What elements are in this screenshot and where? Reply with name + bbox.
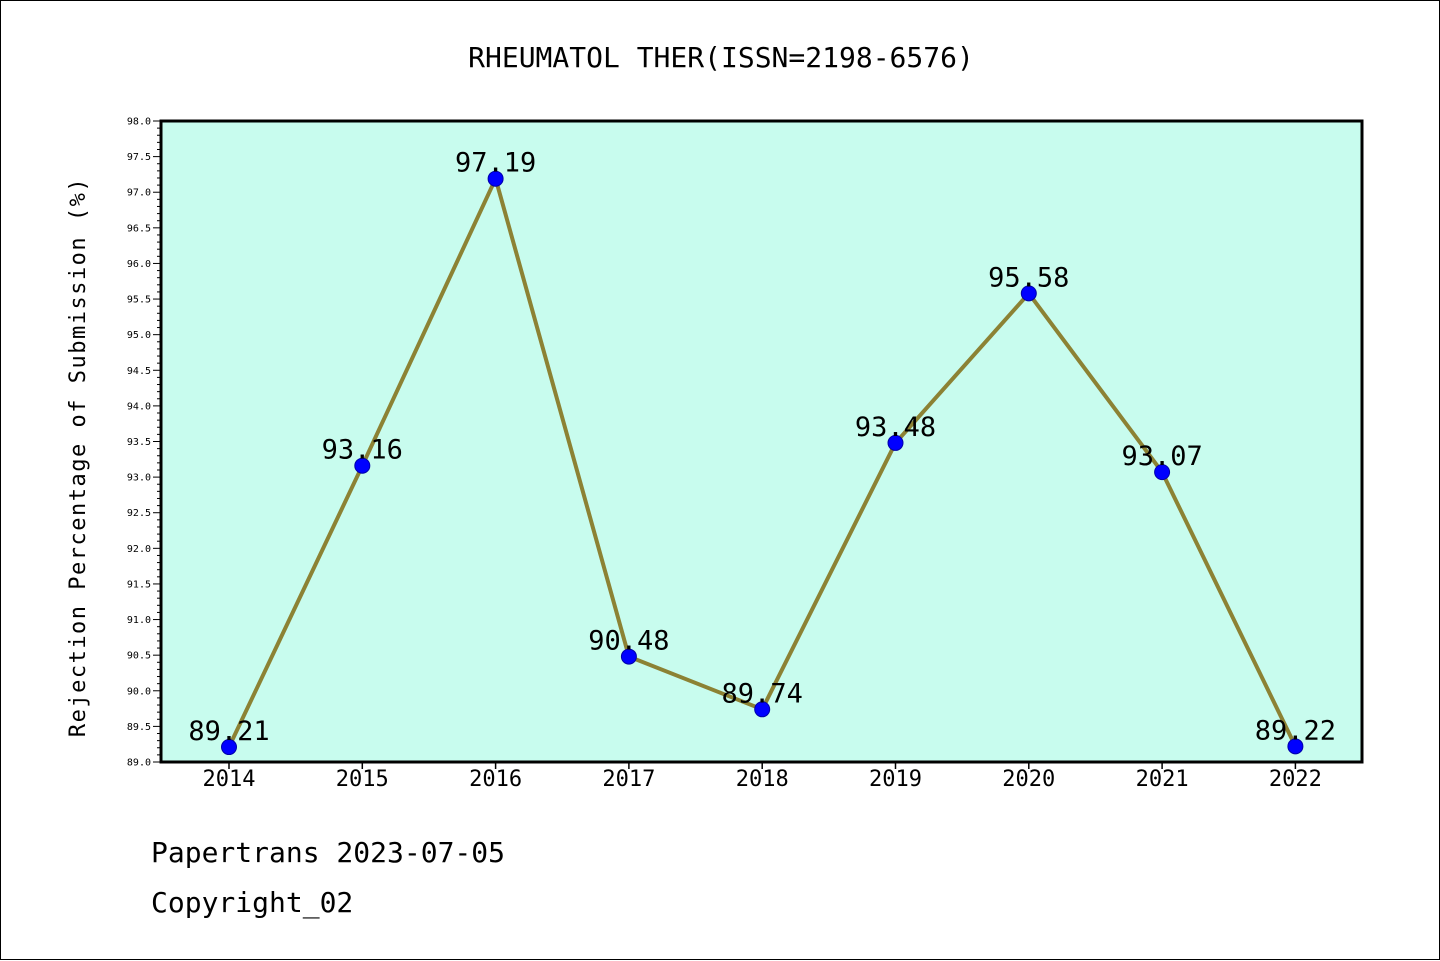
data-label: 93.16: [322, 435, 403, 466]
y-tick-label: 90.0: [127, 686, 151, 697]
x-tick-label: 2021: [1136, 767, 1189, 792]
data-label: 97.19: [455, 148, 536, 179]
x-tick-label: 2015: [336, 767, 389, 792]
data-label: 95.58: [988, 262, 1069, 293]
y-tick-label: 95.5: [127, 295, 151, 306]
x-tick-label: 2020: [1002, 767, 1055, 792]
data-point: [1287, 738, 1304, 755]
y-tick-label: 90.5: [127, 651, 151, 662]
y-tick-label: 92.5: [127, 508, 151, 519]
data-point: [487, 170, 504, 187]
x-tick-label: 2014: [203, 767, 256, 792]
footer-date: Papertrans 2023-07-05: [151, 836, 506, 869]
data-point: [221, 739, 237, 756]
y-tick-label: 98.0: [127, 117, 151, 128]
y-tick-label: 97.0: [127, 188, 151, 199]
x-tick-label: 2016: [469, 767, 522, 792]
chart-title: RHEUMATOL THER(ISSN=2198-6576): [468, 41, 974, 74]
data-label: 93.07: [1121, 441, 1202, 472]
data-labels: 89.21 93.16 97.19 90.48 89.74 93.48 95.58 93.07…: [188, 148, 1336, 747]
y-tick-label: 94.5: [127, 366, 151, 377]
data-point: [354, 457, 371, 474]
x-tick-label: 2019: [869, 767, 922, 792]
y-tick-label: 97.5: [127, 152, 151, 163]
y-axis: 89.0 89.5 90.0 90.5 91.0 91.5 92.0 92.5 93.0 93.5…: [127, 117, 161, 769]
x-axis: 2014 2015 2016 2017 2018 2019 2020 2021 2022: [203, 762, 1322, 792]
y-tick-label: 91.5: [127, 579, 151, 590]
y-tick-label: 95.0: [127, 330, 151, 341]
y-tick-label: 93.5: [127, 437, 151, 448]
data-point: [620, 648, 637, 665]
x-tick-label: 2018: [736, 767, 789, 792]
data-label: 93.48: [855, 412, 936, 443]
y-tick-label: 96.5: [127, 223, 151, 234]
y-tick-label: 89.0: [127, 758, 151, 769]
plot-area: [159, 119, 1364, 764]
x-tick-label: 2017: [602, 767, 655, 792]
data-point: [754, 701, 771, 718]
data-label: 90.48: [588, 626, 669, 657]
x-tick-label: 2022: [1269, 767, 1322, 792]
footer-copyright: Copyright_02: [151, 886, 354, 919]
data-label: 89.22: [1255, 715, 1336, 746]
data-point: [1154, 464, 1171, 481]
y-tick-label: 92.0: [127, 544, 151, 555]
data-label: 89.74: [722, 678, 803, 709]
y-tick-label: 89.5: [127, 722, 151, 733]
y-tick-label: 96.0: [127, 259, 151, 270]
y-tick-label: 93.0: [127, 473, 151, 484]
data-point: [1020, 285, 1037, 302]
data-point: [887, 434, 904, 451]
series-layer: [221, 170, 1304, 756]
y-tick-label: 91.0: [127, 615, 151, 626]
data-label: 89.21: [188, 716, 269, 747]
y-axis-label: Rejection Percentage of Submission (%): [66, 177, 91, 737]
y-tick-label: 94.0: [127, 401, 151, 412]
